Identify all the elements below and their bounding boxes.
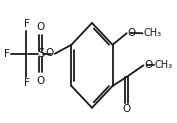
Text: O: O	[127, 28, 136, 38]
Text: F: F	[4, 49, 10, 59]
Text: O: O	[46, 48, 54, 58]
Text: O: O	[122, 104, 130, 114]
Text: O: O	[36, 76, 45, 86]
Text: S: S	[37, 47, 44, 60]
Text: CH₃: CH₃	[155, 60, 173, 70]
Text: F: F	[24, 19, 30, 29]
Text: F: F	[24, 78, 30, 88]
Text: O: O	[144, 60, 152, 70]
Text: CH₃: CH₃	[143, 28, 162, 38]
Text: O: O	[36, 22, 45, 32]
